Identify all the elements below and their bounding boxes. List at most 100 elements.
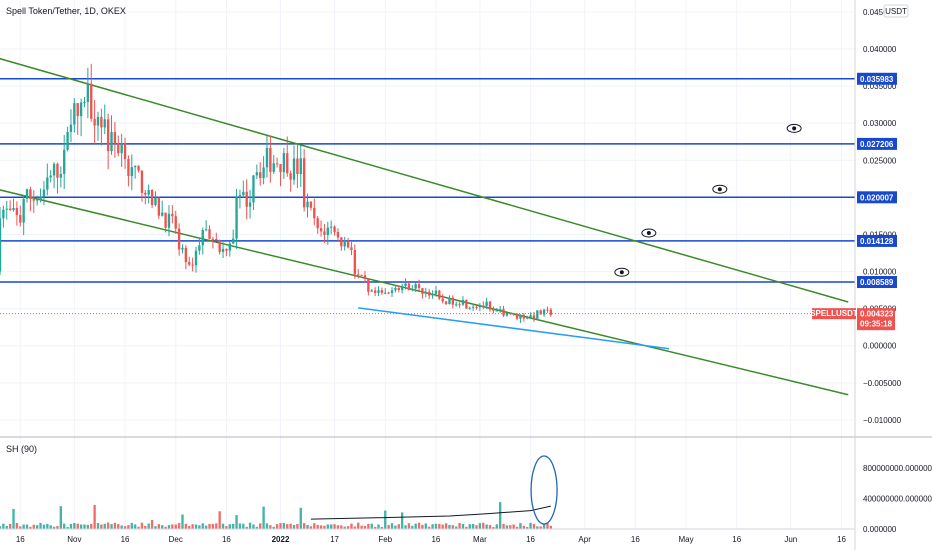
candle-body: [539, 310, 542, 315]
volume-bar: [106, 522, 110, 529]
volume-bar: [147, 523, 150, 529]
candle-body: [25, 189, 29, 199]
time-axis[interactable]: 16 Nov 16 Dec 16 2022 17 Feb 16 Mar 16 Apr 16 May 16 Ju…: [16, 535, 847, 544]
volume-bar: [188, 525, 191, 529]
volume-bar: [400, 512, 404, 529]
time-tick-label: Nov: [67, 535, 81, 544]
candle-body: [323, 231, 326, 235]
volume-bar: [174, 524, 177, 529]
volume-bar: [130, 522, 133, 529]
candle-body: [19, 215, 22, 223]
candle-body: [2, 209, 5, 219]
candle-body: [201, 230, 204, 246]
trendline-wedge[interactable]: [358, 307, 670, 350]
candle-body: [279, 164, 282, 173]
volume-bar: [397, 524, 400, 529]
candle-body: [377, 290, 380, 293]
eye-outline: [614, 267, 630, 277]
volume-bar: [73, 522, 76, 529]
volume-bar: [367, 523, 370, 529]
candle-body: [130, 167, 133, 177]
volume-bar: [15, 522, 19, 529]
candle-body: [428, 291, 431, 296]
volume-bar: [59, 506, 63, 529]
volume-bar: [93, 505, 96, 529]
volume-bar: [414, 523, 417, 529]
level-tag-label: 0.035983: [860, 75, 894, 84]
volume-bar: [302, 523, 306, 529]
candle-body: [150, 189, 154, 206]
volume-bar: [451, 525, 455, 529]
candle-body: [431, 293, 434, 296]
candle-body: [441, 298, 444, 302]
volume-bar: [495, 524, 498, 529]
candle-body: [522, 314, 525, 319]
volume-bar: [387, 525, 390, 529]
eye-outline: [786, 123, 802, 133]
volume-bar: [238, 523, 242, 529]
candle-body: [353, 249, 357, 275]
level-tag-label: 0.020007: [860, 193, 894, 202]
candle-body: [461, 299, 465, 305]
chart-title: Spell Token/Tether, 1D, OKEX: [6, 6, 126, 16]
volume-bar: [357, 522, 360, 529]
candle-body: [184, 247, 188, 263]
candle-body: [215, 238, 218, 241]
candle-body: [76, 103, 79, 117]
volume-bar: [421, 524, 424, 529]
volume-bar: [272, 526, 275, 529]
volume-bar: [360, 525, 363, 529]
candle-body: [140, 170, 144, 193]
volume-bar: [542, 524, 546, 529]
candle-body: [113, 132, 117, 144]
price-axis[interactable]: 0.045000 0.040000 0.035000 0.030000 0.025000…: [863, 8, 902, 425]
candle-body: [255, 172, 259, 176]
volume-bar: [262, 506, 265, 529]
trendlines[interactable]: [0, 39, 849, 396]
time-tick-label: Mar: [473, 535, 487, 544]
volume-bar: [211, 523, 215, 529]
volume-bar: [313, 523, 316, 529]
trendline-lower[interactable]: [0, 174, 849, 396]
volume-bar: [221, 523, 225, 529]
volume-bar: [90, 523, 93, 529]
horizontal-levels[interactable]: [0, 78, 855, 315]
candle-body: [404, 283, 407, 287]
volume-bar: [441, 524, 444, 529]
candle-body: [485, 301, 488, 306]
volume-bar: [96, 523, 100, 529]
candle-body: [326, 227, 329, 235]
volume-bar: [498, 502, 502, 529]
candle-body: [228, 243, 231, 251]
volume-bar: [144, 525, 147, 529]
volume-bar: [161, 525, 164, 529]
candle-body: [248, 202, 252, 207]
candle-body: [512, 313, 515, 315]
level-tag: [857, 72, 897, 85]
volume-bar: [282, 522, 286, 529]
candle-body: [269, 147, 272, 172]
price-tick-label: −0.010000: [863, 416, 902, 425]
volume-bar: [177, 523, 181, 529]
candle-body: [350, 247, 353, 250]
candle-body: [90, 83, 93, 119]
volume-bar: [191, 524, 194, 529]
current-symbol: SPELLUSDT: [810, 309, 858, 318]
candle-body: [63, 149, 66, 174]
currency-button[interactable]: USDT: [883, 4, 909, 18]
candle-body: [218, 240, 221, 252]
candle-body: [96, 116, 100, 126]
candle-body: [69, 124, 73, 132]
time-tick-label: 16: [837, 535, 846, 544]
trendline-upper[interactable]: [0, 39, 849, 303]
candle-body: [83, 101, 86, 103]
candle-body: [546, 309, 549, 311]
time-tick-label: Feb: [378, 535, 392, 544]
candle-body: [22, 198, 25, 223]
time-tick-label: 16: [431, 535, 440, 544]
volume-bar: [0, 526, 2, 529]
candle-body: [262, 167, 265, 179]
volume-bar: [546, 522, 549, 529]
